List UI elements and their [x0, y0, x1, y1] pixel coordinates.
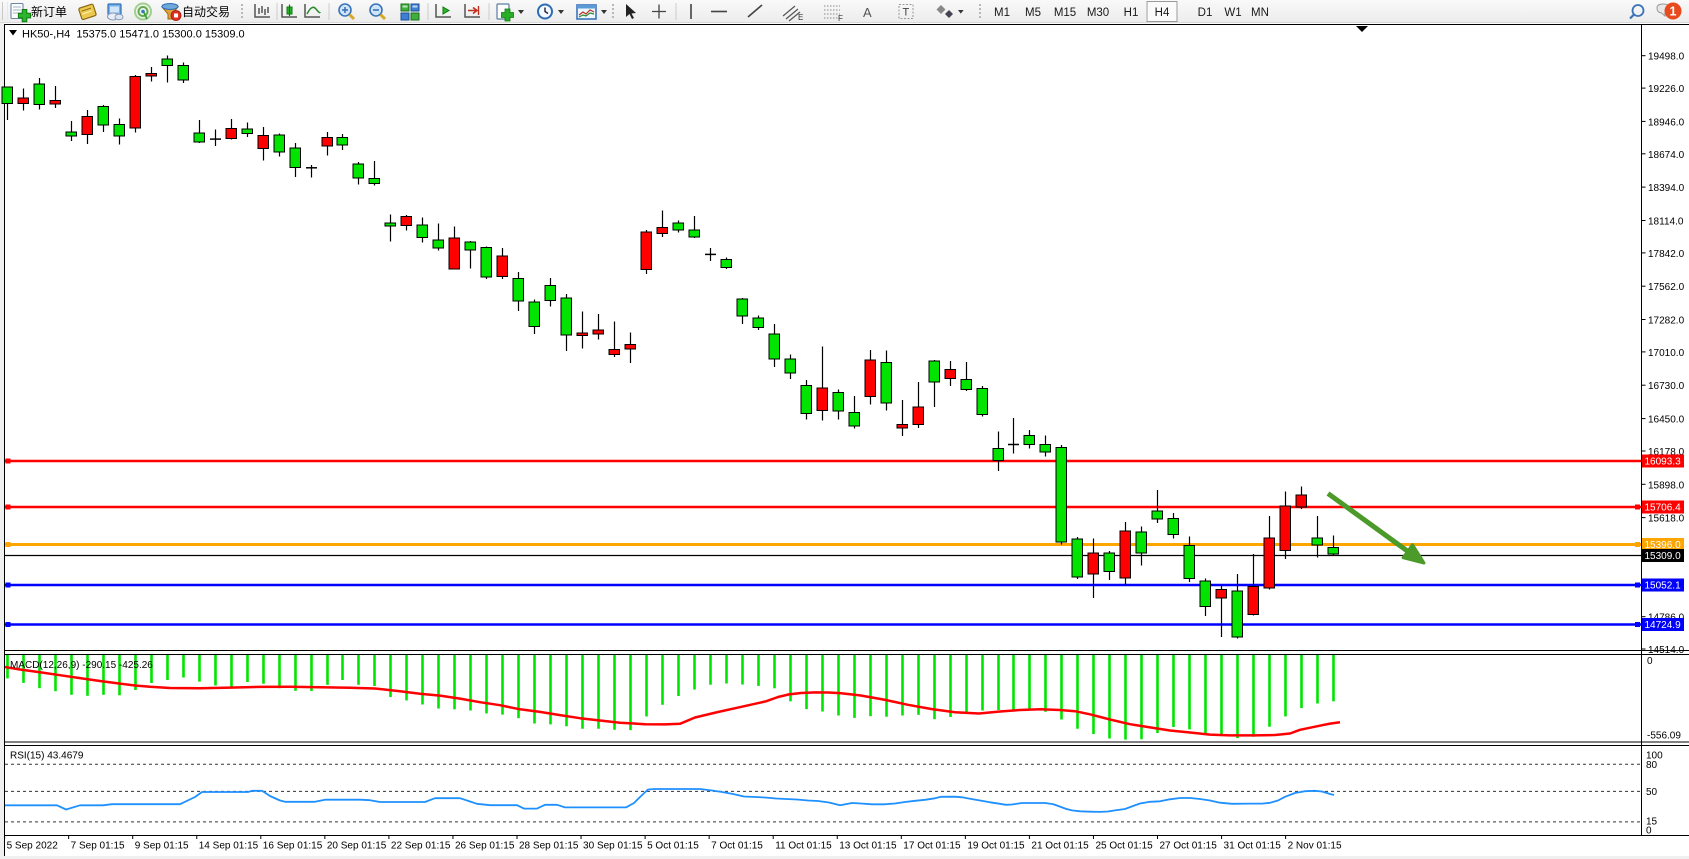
svg-text:1: 1 — [1670, 5, 1677, 19]
svg-text:100: 100 — [1646, 751, 1663, 762]
svg-text:F: F — [838, 14, 843, 23]
svg-text:H4: H4 — [1155, 7, 1170, 19]
svg-text:16450.0: 16450.0 — [1648, 415, 1685, 426]
svg-text:20 Sep 01:15: 20 Sep 01:15 — [327, 841, 387, 852]
svg-text:11 Oct 01:15: 11 Oct 01:15 — [775, 841, 832, 852]
svg-text:14514.0: 14514.0 — [1648, 645, 1685, 656]
svg-text:15396.0: 15396.0 — [1645, 540, 1682, 551]
svg-text:T: T — [903, 7, 910, 19]
svg-text:17842.0: 17842.0 — [1648, 249, 1685, 260]
svg-text:30 Sep 01:15: 30 Sep 01:15 — [583, 841, 643, 852]
svg-text:-556.09: -556.09 — [1647, 731, 1681, 742]
svg-text:D1: D1 — [1198, 7, 1213, 19]
svg-text:16730.0: 16730.0 — [1648, 381, 1685, 392]
svg-text:自动交易: 自动交易 — [182, 4, 230, 19]
svg-text:H1: H1 — [1124, 7, 1139, 19]
svg-text:A: A — [863, 5, 872, 20]
svg-text:W1: W1 — [1224, 7, 1241, 19]
svg-text:27 Oct 01:15: 27 Oct 01:15 — [1160, 841, 1218, 852]
svg-text:M1: M1 — [994, 7, 1010, 19]
svg-text:2 Nov 01:15: 2 Nov 01:15 — [1288, 841, 1342, 852]
svg-text:18946.0: 18946.0 — [1648, 117, 1685, 128]
svg-text:15618.0: 15618.0 — [1648, 514, 1685, 525]
svg-text:21 Oct 01:15: 21 Oct 01:15 — [1031, 841, 1089, 852]
svg-text:E: E — [798, 13, 803, 22]
svg-text:22 Sep 01:15: 22 Sep 01:15 — [391, 841, 451, 852]
svg-text:25 Oct 01:15: 25 Oct 01:15 — [1095, 841, 1153, 852]
svg-text:19226.0: 19226.0 — [1648, 84, 1685, 95]
svg-text:18674.0: 18674.0 — [1648, 150, 1685, 161]
svg-text:17010.0: 17010.0 — [1648, 348, 1685, 359]
svg-text:M15: M15 — [1054, 7, 1076, 19]
svg-text:5 Sep 2022: 5 Sep 2022 — [7, 841, 59, 852]
svg-text:0: 0 — [1646, 826, 1652, 837]
svg-text:16093.3: 16093.3 — [1645, 457, 1682, 468]
svg-text:15309.0: 15309.0 — [1645, 551, 1682, 562]
svg-text:28 Sep 01:15: 28 Sep 01:15 — [519, 841, 579, 852]
svg-text:18114.0: 18114.0 — [1648, 217, 1684, 228]
svg-text:17282.0: 17282.0 — [1648, 316, 1685, 327]
svg-text:M5: M5 — [1025, 7, 1041, 19]
svg-text:50: 50 — [1646, 787, 1658, 798]
svg-text:26 Sep 01:15: 26 Sep 01:15 — [455, 841, 515, 852]
svg-text:MN: MN — [1251, 7, 1269, 19]
svg-text:17 Oct 01:15: 17 Oct 01:15 — [903, 841, 961, 852]
svg-text:13 Oct 01:15: 13 Oct 01:15 — [839, 841, 897, 852]
svg-text:19498.0: 19498.0 — [1648, 52, 1685, 63]
svg-text:7 Oct 01:15: 7 Oct 01:15 — [711, 841, 763, 852]
svg-text:0: 0 — [1647, 656, 1653, 667]
svg-text:M30: M30 — [1087, 7, 1109, 19]
svg-text:15898.0: 15898.0 — [1648, 480, 1685, 491]
svg-text:9 Sep 01:15: 9 Sep 01:15 — [135, 841, 189, 852]
svg-text:15: 15 — [1646, 817, 1658, 828]
svg-text:14 Sep 01:15: 14 Sep 01:15 — [199, 841, 259, 852]
svg-text:18394.0: 18394.0 — [1648, 183, 1685, 194]
svg-text:19 Oct 01:15: 19 Oct 01:15 — [967, 841, 1025, 852]
svg-text:16178.0: 16178.0 — [1648, 447, 1685, 458]
svg-text:17562.0: 17562.0 — [1648, 282, 1685, 293]
svg-text:15706.4: 15706.4 — [1645, 503, 1682, 514]
svg-text:31 Oct 01:15: 31 Oct 01:15 — [1224, 841, 1282, 852]
svg-text:新订单: 新订单 — [31, 4, 67, 19]
svg-text:14724.9: 14724.9 — [1645, 620, 1682, 631]
svg-text:RSI(15) 43.4679: RSI(15) 43.4679 — [10, 751, 84, 762]
svg-text:5 Oct 01:15: 5 Oct 01:15 — [647, 841, 699, 852]
svg-text:MACD(12,26,9) -290.15 -425.26: MACD(12,26,9) -290.15 -425.26 — [10, 660, 153, 671]
svg-text:80: 80 — [1646, 760, 1658, 771]
svg-text:7 Sep 01:15: 7 Sep 01:15 — [71, 841, 125, 852]
svg-text:16 Sep 01:15: 16 Sep 01:15 — [263, 841, 323, 852]
svg-text:15052.1: 15052.1 — [1645, 581, 1682, 592]
svg-text:HK50-,H4 15375.0 15471.0 1530: HK50-,H4 15375.0 15471.0 15300.0 15309.0 — [22, 29, 245, 41]
